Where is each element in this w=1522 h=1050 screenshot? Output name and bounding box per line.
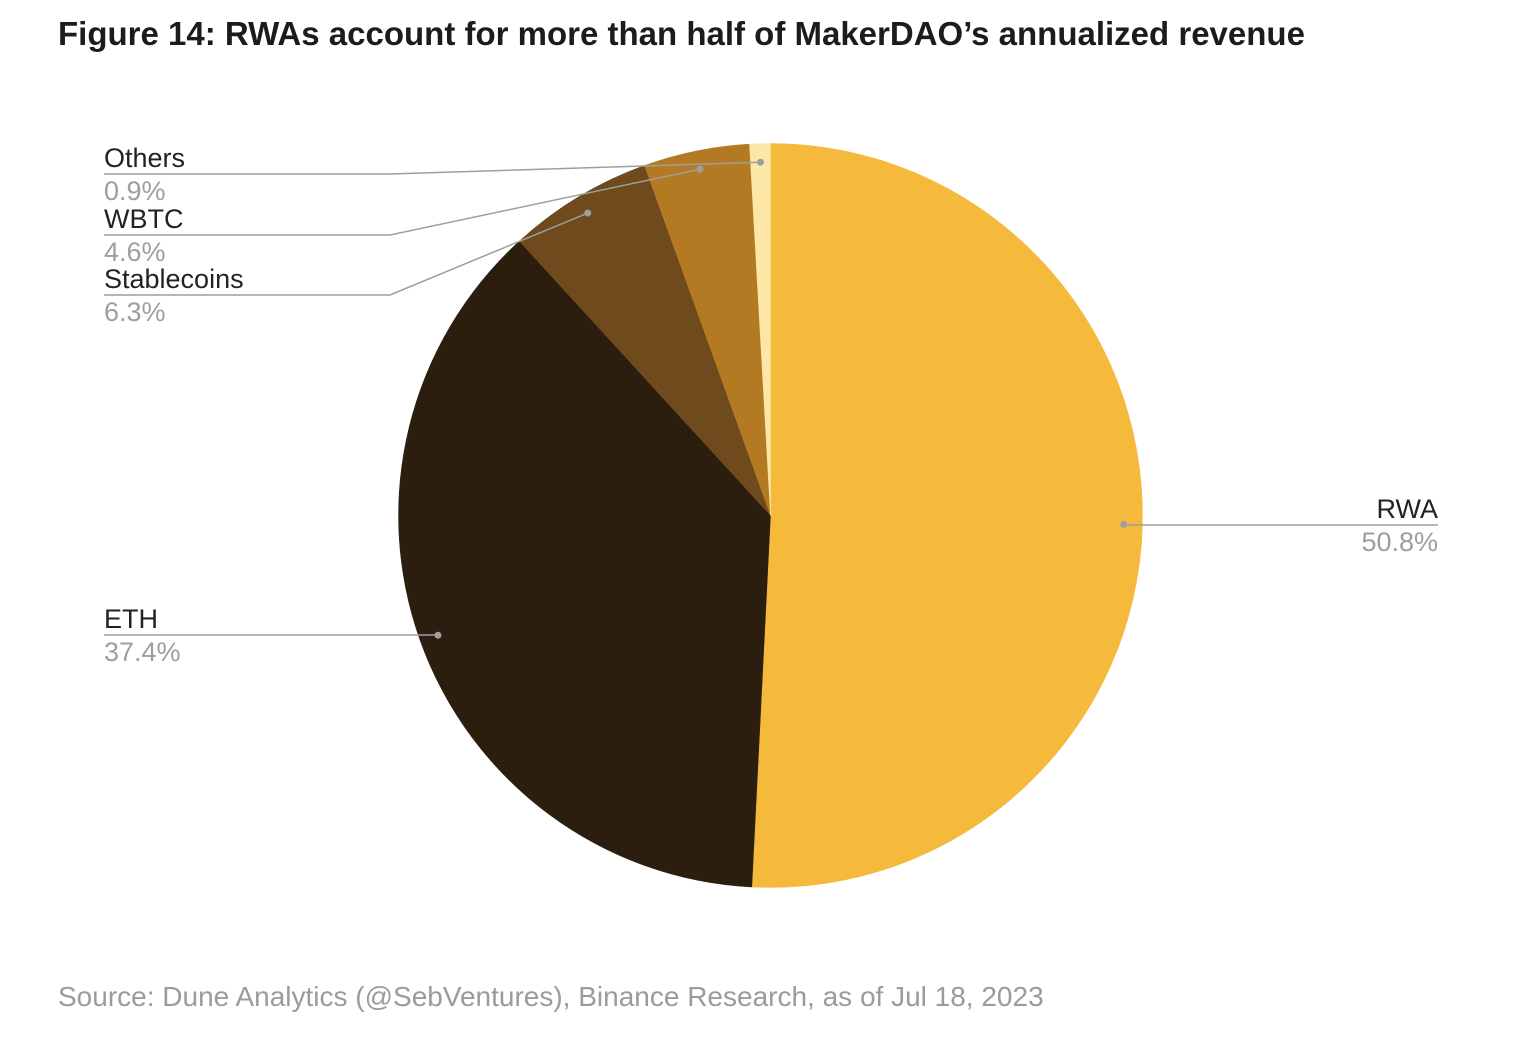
slice-value-wbtc: 4.6% — [104, 237, 166, 267]
pie-slice-eth — [398, 240, 771, 888]
slice-value-others: 0.9% — [104, 176, 166, 206]
slice-value-eth: 37.4% — [104, 637, 181, 667]
leader-dot-rwa — [1120, 520, 1128, 528]
slice-label-rwa: RWA — [1376, 494, 1438, 524]
pie-slice-rwa — [751, 143, 1143, 888]
leader-line-stablecoins — [104, 212, 589, 296]
slice-label-wbtc: WBTC — [104, 204, 183, 234]
slice-label-others: Others — [104, 143, 185, 173]
pie-slices — [398, 143, 1143, 888]
leader-line-wbtc — [104, 168, 701, 236]
leader-line-rwa — [1123, 524, 1438, 526]
slice-label-eth: ETH — [104, 604, 158, 634]
source-note: Source: Dune Analytics (@SebVentures), B… — [58, 981, 1044, 1012]
slice-value-stablecoins: 6.3% — [104, 297, 166, 327]
figure-title: Figure 14: RWAs account for more than ha… — [58, 15, 1305, 52]
pie-slice-stablecoins — [518, 165, 771, 516]
slice-value-rwa: 50.8% — [1361, 527, 1438, 557]
slice-label-stablecoins: Stablecoins — [104, 264, 244, 294]
leader-lines — [104, 158, 1438, 639]
pie-slice-others — [749, 143, 771, 516]
leader-dot-stablecoins — [584, 209, 592, 217]
leader-line-others — [104, 161, 761, 175]
leader-dot-others — [757, 158, 765, 166]
leader-dot-eth — [434, 631, 442, 639]
leader-dot-wbtc — [696, 165, 704, 173]
